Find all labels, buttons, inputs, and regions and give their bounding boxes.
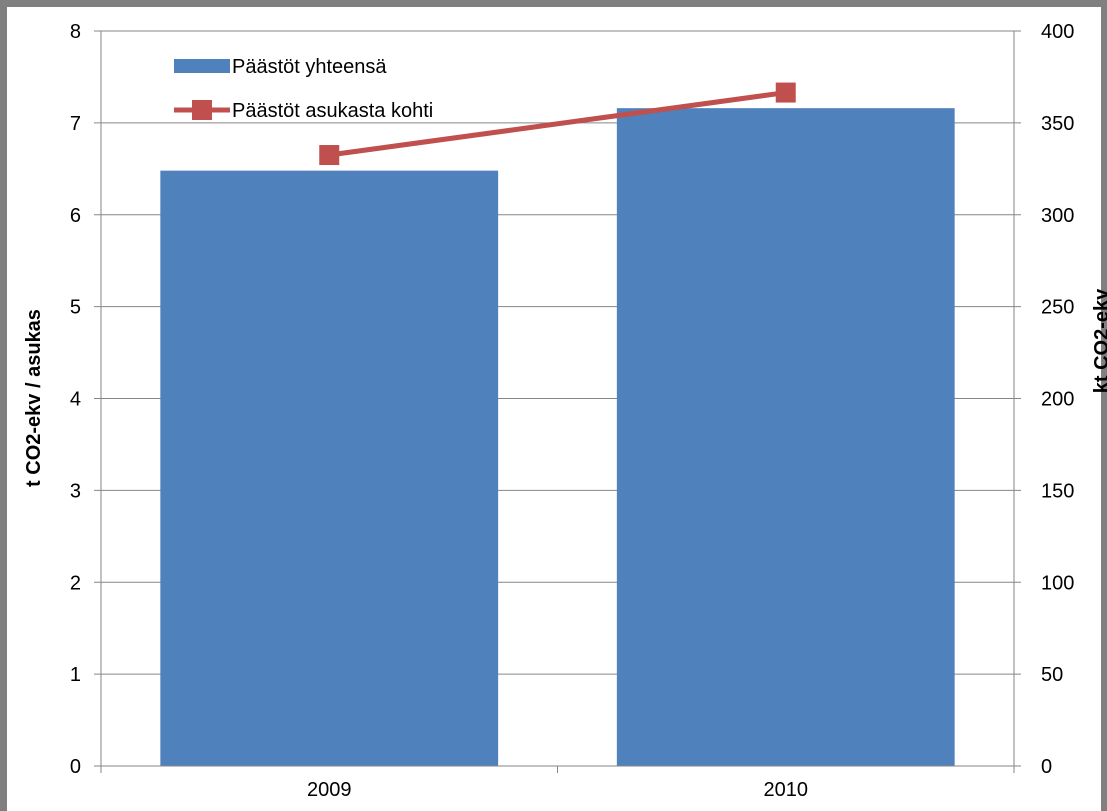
right-tick-label: 150 bbox=[1041, 480, 1074, 502]
legend-swatch-marker bbox=[192, 100, 212, 120]
right-tick-label: 400 bbox=[1041, 21, 1074, 43]
left-tick-label: 8 bbox=[70, 21, 81, 43]
bar bbox=[160, 170, 499, 766]
left-tick-label: 0 bbox=[70, 756, 81, 778]
x-tick-label: 2010 bbox=[764, 779, 809, 801]
left-tick-label: 3 bbox=[70, 480, 81, 502]
legend-swatch-bar bbox=[174, 59, 230, 73]
left-axis-title: t CO2-ekv / asukas bbox=[23, 309, 45, 487]
legend-label-line: Päästöt asukasta kohti bbox=[232, 100, 433, 122]
bar-series bbox=[160, 108, 955, 767]
right-tick-label: 0 bbox=[1041, 756, 1052, 778]
left-tick-label: 2 bbox=[70, 572, 81, 594]
right-tick-label: 350 bbox=[1041, 113, 1074, 135]
right-tick-label: 300 bbox=[1041, 205, 1074, 227]
left-tick-label: 5 bbox=[70, 297, 81, 319]
left-tick-label: 6 bbox=[70, 205, 81, 227]
x-tick-label: 2009 bbox=[307, 779, 352, 801]
left-tick-label: 1 bbox=[70, 664, 81, 686]
legend: Päästöt yhteensä Päästöt asukasta kohti bbox=[174, 56, 433, 122]
line-series-path bbox=[328, 90, 787, 158]
line-series bbox=[319, 82, 796, 166]
bar bbox=[616, 108, 955, 767]
right-tick-label: 100 bbox=[1041, 572, 1074, 594]
right-tick-label: 200 bbox=[1041, 389, 1074, 411]
line-point-marker bbox=[775, 82, 796, 103]
left-tick-label: 7 bbox=[70, 113, 81, 135]
right-tick-label: 250 bbox=[1041, 297, 1074, 319]
right-tick-label: 50 bbox=[1041, 664, 1063, 686]
legend-label-bar: Päästöt yhteensä bbox=[232, 56, 387, 78]
left-tick-label: 4 bbox=[70, 389, 81, 411]
line-point-marker bbox=[319, 145, 340, 166]
axes bbox=[94, 30, 1021, 773]
right-axis-title: kt CO2-ekv bbox=[1091, 288, 1107, 393]
